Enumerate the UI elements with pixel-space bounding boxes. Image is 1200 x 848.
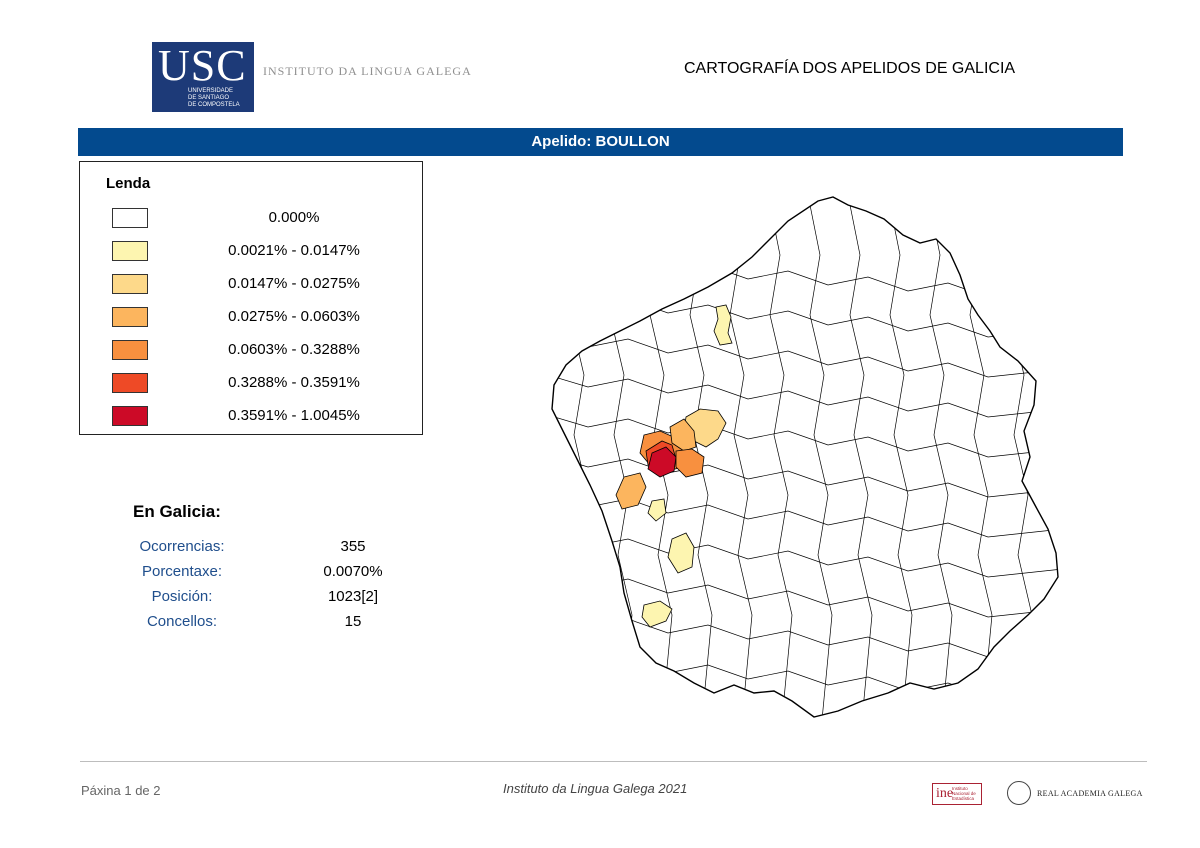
- municipality-level-3: [669, 418, 697, 452]
- municipality-level-1: [713, 304, 733, 346]
- stat-value-occurrences: 355: [340, 538, 366, 555]
- legend-swatch: [112, 274, 148, 294]
- rag-seal-icon: [1007, 781, 1031, 805]
- stat-value-municipalities: 15: [344, 613, 362, 630]
- ine-logo-text: Instituto Nacional de Estadística: [952, 786, 976, 801]
- legend-range: 0.3288% - 0.3591%: [228, 374, 360, 391]
- usc-logo-subtitle: UNIVERSIDADE DE SANTIAGO DE COMPOSTELA: [188, 88, 240, 108]
- legend-item: 0.3288% - 0.3591%: [112, 373, 412, 395]
- institute-name: INSTITUTO DA LINGUA GALEGA: [263, 64, 472, 78]
- legend-range: 0.000%: [268, 209, 320, 226]
- legend-item: 0.3591% - 1.0045%: [112, 406, 412, 428]
- surname-band: Apelido: BOULLON: [78, 128, 1123, 156]
- ine-logo: ine Instituto Nacional de Estadística: [932, 783, 982, 805]
- legend-swatch: [112, 208, 148, 228]
- stat-label-percentage: Porcentaxe:: [141, 563, 223, 580]
- galicia-outline: [551, 196, 1059, 718]
- municipality-level-3-b: [615, 472, 647, 510]
- usc-logo-letters: USC: [158, 41, 247, 90]
- stat-value-position: 1023[2]: [327, 588, 379, 605]
- document-title: CARTOGRAFÍA DOS APELIDOS DE GALICIA: [684, 60, 1016, 77]
- legend-range: 0.0147% - 0.0275%: [228, 275, 360, 292]
- stat-label-position: Posición:: [151, 588, 213, 605]
- rag-name: REAL ACADEMIA GALEGA: [1037, 789, 1143, 798]
- legend-swatch: [112, 340, 148, 360]
- footer-institute: Instituto da Lingua Galega 2021: [503, 781, 688, 796]
- legend-range: 0.0603% - 0.3288%: [228, 341, 360, 358]
- stats-title: En Galicia:: [133, 502, 221, 521]
- page-number: Páxina 1 de 2: [81, 783, 161, 798]
- municipality-level-1-b: [647, 498, 667, 522]
- legend-range: 0.0275% - 0.0603%: [228, 308, 360, 325]
- ine-logo-mark: ine: [936, 786, 954, 801]
- galicia-map: [551, 196, 1059, 718]
- legend-swatch: [112, 373, 148, 393]
- municipality-level-4-b: [675, 448, 705, 478]
- municipality-level-6: [647, 446, 677, 478]
- legend-item: 0.0603% - 0.3288%: [112, 340, 412, 362]
- stat-value-percentage: 0.0070%: [323, 563, 383, 580]
- municipality-level-1-c: [667, 532, 695, 574]
- legend-item: 0.0275% - 0.0603%: [112, 307, 412, 329]
- legend-box: Lenda 0.000% 0.0021% - 0.0147% 0.0147% -…: [79, 161, 423, 435]
- stat-label-occurrences: Ocorrencias:: [139, 538, 225, 555]
- legend-item: 0.000%: [112, 208, 412, 230]
- usc-logo: USC UNIVERSIDADE DE SANTIAGO DE COMPOSTE…: [152, 42, 254, 112]
- municipality-level-1-d: [641, 600, 673, 628]
- legend-swatch: [112, 307, 148, 327]
- legend-swatch: [112, 241, 148, 261]
- legend-item: 0.0021% - 0.0147%: [112, 241, 412, 263]
- legend-item: 0.0147% - 0.0275%: [112, 274, 412, 296]
- highlighted-municipalities: [615, 304, 733, 628]
- stat-label-municipalities: Concellos:: [146, 613, 218, 630]
- legend-swatch: [112, 406, 148, 426]
- legend-range: 0.3591% - 1.0045%: [228, 407, 360, 424]
- legend-range: 0.0021% - 0.0147%: [228, 242, 360, 259]
- footer-rule: [80, 761, 1147, 762]
- legend-title: Lenda: [106, 175, 151, 192]
